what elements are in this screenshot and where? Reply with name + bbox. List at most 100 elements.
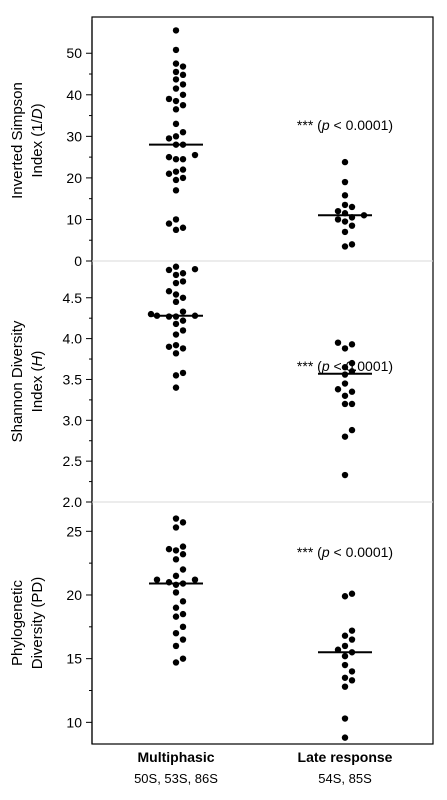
- data-point: [348, 388, 356, 395]
- data-point: [179, 71, 187, 79]
- data-point: [172, 331, 180, 338]
- data-point: [348, 426, 356, 434]
- data-point: [179, 551, 187, 558]
- data-point: [179, 101, 187, 109]
- data-point: [348, 677, 356, 684]
- data-point: [348, 203, 356, 211]
- data-point: [348, 241, 356, 248]
- data-point: [172, 97, 180, 105]
- data-point: [348, 590, 356, 597]
- data-point: [172, 372, 180, 379]
- data-point: [172, 271, 180, 279]
- data-point: [172, 60, 180, 67]
- data-point: [341, 642, 349, 650]
- data-point: [172, 263, 180, 270]
- data-point: [165, 220, 173, 227]
- data-point: [179, 166, 187, 173]
- data-point: [172, 68, 180, 76]
- data-point: [341, 243, 349, 250]
- data-point: [334, 386, 342, 393]
- data-point: [191, 576, 199, 583]
- data-point: [179, 294, 187, 301]
- y-axis-label-line1: Inverted Simpson: [9, 82, 26, 199]
- plot-frame: [91, 16, 434, 745]
- data-point: [179, 155, 187, 163]
- data-point: [179, 623, 187, 631]
- data-point: [172, 642, 180, 650]
- data-point: [341, 652, 349, 660]
- data-point: [334, 216, 342, 223]
- data-point: [165, 343, 173, 350]
- data-point: [341, 433, 349, 440]
- x-label-multiphasic: Multiphasic: [137, 749, 214, 765]
- data-point: [341, 158, 349, 166]
- data-point: [334, 339, 342, 346]
- data-point: [341, 392, 349, 399]
- y-axis-label-line2: Diversity (PD): [29, 577, 46, 670]
- data-point: [172, 120, 180, 128]
- data-point: [191, 151, 199, 159]
- data-point: [341, 734, 349, 741]
- data-point: [172, 76, 180, 83]
- data-point: [172, 350, 180, 357]
- data-point: [172, 176, 180, 184]
- y-axis-label-line1: Phylogenetic: [9, 580, 26, 666]
- data-point: [341, 661, 349, 669]
- y-tick-label: 20: [66, 170, 82, 186]
- data-point: [341, 228, 349, 236]
- y-tick-label: 40: [66, 87, 82, 103]
- data-point: [172, 187, 180, 194]
- data-point: [179, 369, 187, 377]
- x-sublabel-late-response: 54S, 85S: [318, 771, 372, 786]
- data-point: [334, 207, 342, 215]
- data-point: [165, 545, 173, 553]
- data-point: [341, 715, 349, 722]
- y-tick-label: 20: [66, 587, 82, 603]
- y-tick-label: 3.0: [63, 412, 83, 428]
- data-point: [172, 155, 180, 163]
- data-point: [179, 81, 187, 88]
- data-point: [348, 359, 356, 367]
- data-point: [172, 320, 180, 328]
- data-point: [165, 153, 173, 161]
- data-point: [341, 683, 349, 690]
- y-tick-label: 4.5: [63, 290, 83, 306]
- data-point: [179, 63, 187, 70]
- data-point: [348, 222, 356, 229]
- y-tick-label: 2.5: [63, 453, 83, 469]
- data-point: [172, 106, 180, 113]
- data-point: [172, 216, 180, 223]
- data-point: [165, 266, 173, 274]
- data-point: [179, 598, 187, 605]
- data-point: [165, 135, 173, 142]
- data-point: [172, 629, 180, 637]
- data-point: [179, 308, 187, 315]
- data-point: [341, 192, 349, 199]
- data-point: [341, 178, 349, 186]
- data-point: [179, 636, 187, 643]
- y-tick-label: 25: [66, 523, 82, 539]
- y-tick-label: 10: [66, 211, 82, 227]
- data-point: [172, 659, 180, 666]
- data-point: [341, 201, 349, 209]
- x-label-late-response: Late response: [298, 749, 393, 765]
- data-point: [172, 547, 180, 554]
- y-tick-label: 4.0: [63, 331, 83, 347]
- significance-annotation: *** (p < 0.0001): [297, 117, 393, 133]
- data-point: [172, 226, 180, 234]
- y-tick-label: 0: [74, 253, 82, 269]
- y-axis-label-line2: Index (H): [29, 351, 46, 413]
- data-point: [179, 519, 187, 526]
- data-point: [179, 327, 187, 334]
- data-point: [172, 572, 180, 580]
- data-point: [172, 515, 180, 522]
- y-axis-label-line2: Index (1/D): [29, 103, 46, 177]
- data-point: [341, 380, 349, 387]
- data-point: [172, 168, 180, 175]
- data-point: [165, 170, 173, 177]
- panel-1: 0 10 20 30 40 50 Inverted Simpson Index (1/D) **…: [9, 20, 393, 269]
- data-point: [341, 632, 349, 639]
- data-point: [191, 265, 199, 273]
- data-point: [341, 400, 349, 408]
- data-point: [172, 524, 180, 531]
